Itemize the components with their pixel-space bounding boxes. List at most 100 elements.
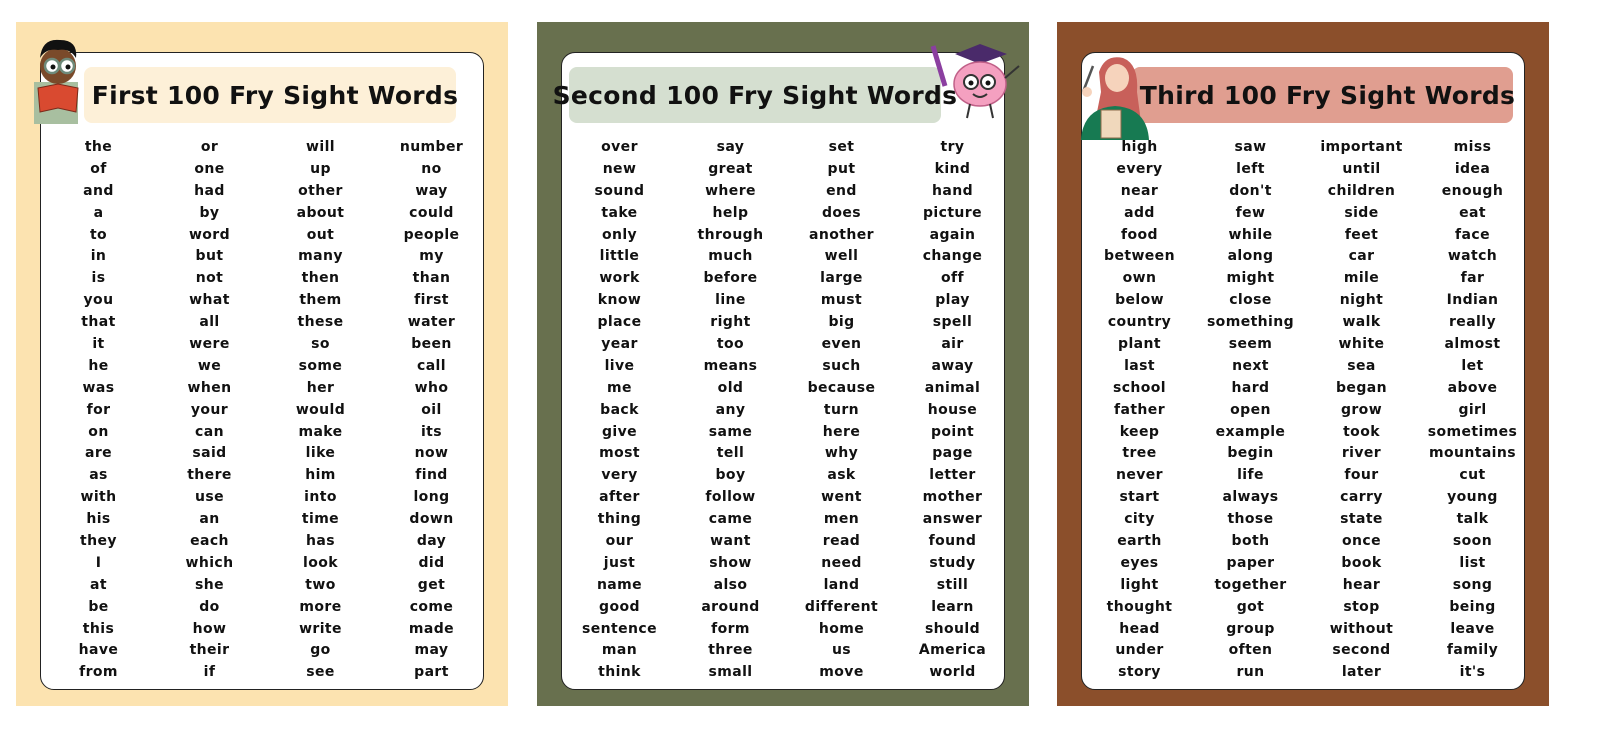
sight-word: study (929, 554, 976, 571)
sight-word: us (831, 642, 852, 659)
sight-word: much (708, 248, 753, 265)
sight-word: year (601, 336, 638, 353)
sight-word: think (598, 664, 641, 681)
sight-word: few (1235, 204, 1266, 221)
sight-word: than (412, 270, 451, 287)
sight-word: those (1227, 511, 1274, 528)
sight-word: two (305, 576, 336, 593)
word-column: over new sound take only little work know place y… (564, 137, 675, 684)
sight-word: I (95, 554, 102, 571)
sight-word: life (1237, 467, 1264, 484)
sight-word: look (303, 554, 338, 571)
sight-word: left (1236, 160, 1265, 177)
sight-word: far (1460, 270, 1485, 287)
sight-word: read (822, 533, 861, 550)
sight-word: tell (716, 445, 745, 462)
sight-word: of (90, 160, 107, 177)
sight-word: is (91, 270, 106, 287)
sight-word: like (305, 445, 336, 462)
sight-word: will (306, 139, 335, 155)
sight-word: all (199, 314, 220, 331)
sight-word: once (1342, 533, 1381, 550)
sight-word: often (1228, 642, 1273, 659)
sight-word: need (821, 554, 862, 571)
sight-word: place (597, 314, 642, 331)
sight-word: got (1236, 598, 1265, 615)
sight-word: hand (931, 182, 973, 199)
sight-word: between (1104, 248, 1175, 265)
sight-word: up (310, 160, 331, 177)
sight-word: began (1336, 379, 1387, 396)
sight-word: girl (1458, 401, 1487, 418)
word-card: First 100 Fry Sight Words the of and a to in i… (40, 52, 484, 690)
sight-word: through (697, 226, 764, 243)
sight-word: group (1226, 620, 1275, 637)
sight-word: point (930, 423, 975, 440)
sight-word: went (821, 489, 862, 506)
sight-word: night (1339, 292, 1384, 309)
sight-word: while (1228, 226, 1273, 243)
sight-word: move (819, 664, 864, 681)
sight-word: an (199, 511, 220, 528)
sight-word: even (821, 336, 862, 353)
sight-word: mother (922, 489, 983, 506)
sight-word: other (298, 182, 343, 199)
sight-word: line (715, 292, 746, 309)
sight-word: state (1340, 511, 1383, 528)
sight-word: them (299, 292, 342, 309)
sight-word: head (1119, 620, 1160, 637)
sight-word: made (408, 620, 455, 637)
sight-word: you (83, 292, 114, 309)
sight-word: on (88, 423, 109, 440)
sight-word: city (1124, 511, 1155, 528)
sight-word: just (603, 554, 636, 571)
sight-word: grow (1340, 401, 1383, 418)
sight-word: means (703, 357, 758, 374)
sight-word: close (1229, 292, 1272, 309)
word-column: say great where help through much before line ri… (675, 137, 786, 684)
sight-word: big (828, 314, 855, 331)
sight-word: book (1341, 554, 1382, 571)
sight-word: school (1112, 379, 1167, 396)
sight-word: may (414, 642, 449, 659)
sight-word: down (409, 511, 454, 528)
sight-word: river (1341, 445, 1382, 462)
sight-word: ask (827, 467, 856, 484)
sight-word: does (821, 204, 862, 221)
sight-word: each (190, 533, 229, 550)
sight-word: the (84, 139, 113, 155)
sight-word: can (195, 423, 224, 440)
sight-word: around (701, 598, 760, 615)
sight-word: it's (1459, 664, 1486, 681)
sight-word: page (932, 445, 973, 462)
sight-word: right (710, 314, 751, 331)
sight-word: only (601, 226, 638, 243)
sight-word: he (88, 357, 109, 374)
sight-word: back (600, 401, 639, 418)
sight-word: this (82, 620, 115, 637)
sight-word: word (188, 226, 231, 243)
sight-word: go (310, 642, 331, 659)
sight-word: she (195, 576, 224, 593)
sight-word: our (605, 533, 634, 550)
sight-word: their (189, 642, 230, 659)
sight-word: what (189, 292, 230, 309)
sight-word: car (1348, 248, 1375, 265)
sight-word: if (203, 664, 216, 681)
sight-word: form (711, 620, 750, 637)
sight-word: was (82, 379, 115, 396)
sight-word: about (296, 204, 345, 221)
sight-word: follow (705, 489, 756, 506)
sight-word: leave (1450, 620, 1495, 637)
sight-word: name (596, 576, 643, 593)
sight-word: under (1115, 642, 1164, 659)
sight-word: way (415, 182, 448, 199)
sight-word: into (304, 489, 337, 506)
sight-word: never (1116, 467, 1163, 484)
sight-word: these (297, 314, 344, 331)
sight-word: answer (922, 511, 983, 528)
sight-word: had (194, 182, 225, 199)
sight-word: her (306, 379, 335, 396)
sight-word: to (89, 226, 108, 243)
sight-word: many (298, 248, 343, 265)
